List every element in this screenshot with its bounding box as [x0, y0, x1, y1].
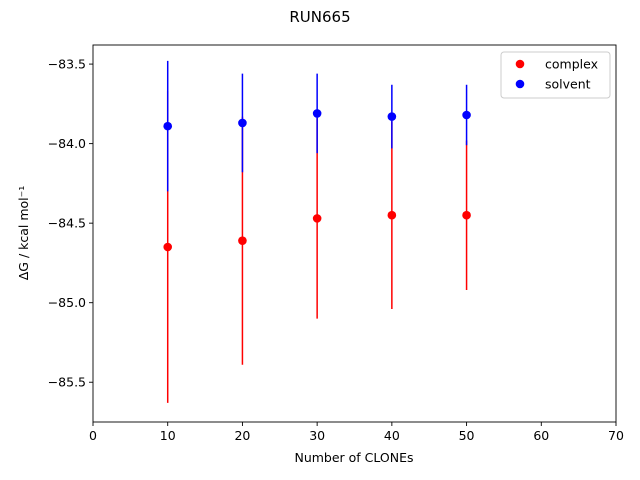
- x-tick-label: 70: [608, 428, 624, 443]
- axes-frame: [92, 44, 617, 423]
- legend-label-complex: complex: [545, 57, 598, 72]
- x-tick-label: 30: [309, 428, 325, 443]
- x-tick-label: 20: [234, 428, 250, 443]
- x-tick-label: 40: [384, 428, 400, 443]
- legend-marker-complex: [515, 59, 525, 69]
- y-tick-label: −84.5: [48, 216, 86, 231]
- data-point-complex-1: [238, 236, 247, 245]
- y-tick-label: −83.5: [48, 57, 86, 72]
- data-point-complex-3: [387, 210, 397, 220]
- data-point-solvent-3: [387, 112, 397, 121]
- legend-marker-solvent: [515, 79, 525, 89]
- legend-label-solvent: solvent: [545, 77, 591, 92]
- y-tick-label: −84.0: [48, 136, 86, 151]
- data-point-complex-2: [312, 214, 322, 223]
- plot-area: 0 10 20 30 40 50 60 70 −83.5 −84.0 −84.5 −85.0 −85.5: [48, 44, 624, 443]
- y-axis-label: ΔG / kcal mol⁻¹: [16, 186, 31, 281]
- chart-title: RUN665: [289, 8, 350, 26]
- data-point-solvent-0: [163, 121, 173, 131]
- y-tick-label: −85.5: [48, 375, 86, 390]
- legend-box: [500, 51, 611, 99]
- x-tick-label: 10: [160, 428, 176, 443]
- x-tick-label: 60: [533, 428, 549, 443]
- data-point-solvent-1: [238, 118, 247, 128]
- x-tick-label: 50: [459, 428, 475, 443]
- x-axis-label: Number of CLONEs: [294, 450, 413, 465]
- data-point-complex-0: [163, 242, 173, 252]
- data-point-complex-4: [462, 210, 471, 220]
- y-tick-label: −85.0: [48, 295, 86, 310]
- data-point-solvent-2: [312, 109, 322, 118]
- data-point-solvent-4: [462, 110, 471, 120]
- legend: complex solvent: [500, 51, 611, 99]
- x-tick-label: 0: [89, 428, 97, 443]
